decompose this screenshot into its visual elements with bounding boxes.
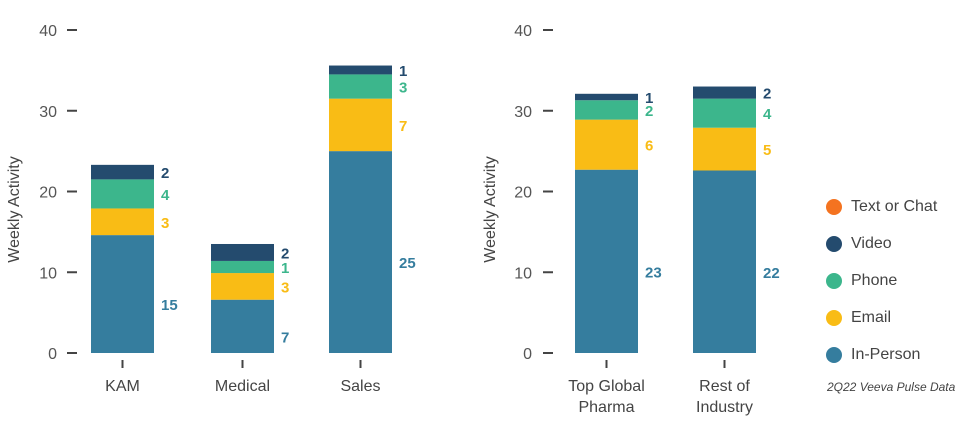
data-label-in-person: 25: [399, 255, 416, 272]
legend-item-email: Email: [826, 299, 937, 336]
legend: Text or Chat Video Phone Email In-Person: [826, 188, 937, 373]
x-tick-label: Pharma: [578, 399, 634, 416]
data-label-email: 3: [281, 279, 289, 296]
data-label-video: 2: [763, 86, 771, 103]
bar-segment-video: [575, 93, 638, 101]
legend-label: Video: [851, 234, 892, 252]
legend-label: Phone: [851, 271, 898, 289]
bar-segment-in-person: [91, 235, 154, 353]
x-tick-label: Top Global: [568, 378, 645, 395]
bar-segment-in-person: [693, 170, 756, 353]
y-axis-label: Weekly Activity: [482, 156, 499, 262]
bar-segment-video: [91, 164, 154, 180]
bar-segment-email: [211, 273, 274, 300]
bar-segment-email: [329, 98, 392, 152]
bar-segment-video: [693, 86, 756, 99]
data-label-email: 3: [161, 215, 169, 232]
bar-segment-phone: [329, 74, 392, 99]
y-tick-label: 30: [39, 104, 57, 121]
bar-segment-video: [329, 65, 392, 75]
y-tick-label: 30: [514, 104, 532, 121]
bar-segment-phone: [693, 98, 756, 128]
data-label-phone: 1: [281, 260, 289, 277]
data-label-video: 2: [281, 245, 289, 262]
y-tick-label: 0: [48, 346, 57, 363]
x-tick-label: KAM: [105, 378, 140, 395]
bar-segment-email: [91, 208, 154, 236]
y-tick-label: 40: [514, 23, 532, 40]
data-label-in-person: 23: [645, 264, 662, 281]
bar-segment-phone: [575, 100, 638, 120]
bar-segment-video: [211, 243, 274, 261]
y-tick-label: 0: [523, 346, 532, 363]
legend-label: Email: [851, 308, 892, 326]
legend-swatch-video: [826, 235, 842, 252]
legend-item-text-or-chat: Text or Chat: [826, 188, 937, 225]
legend-label: Text or Chat: [851, 197, 938, 215]
legend-item-in-person: In-Person: [826, 336, 937, 373]
legend-item-phone: Phone: [826, 262, 937, 299]
bar-segment-phone: [211, 260, 274, 274]
y-tick-label: 20: [39, 185, 57, 202]
data-label-email: 6: [645, 138, 653, 155]
bar-segment-in-person: [211, 299, 274, 353]
bar-segment-email: [575, 119, 638, 170]
x-tick-label: Sales: [340, 378, 380, 395]
data-label-phone: 2: [645, 103, 653, 120]
legend-swatch-email: [826, 309, 842, 326]
data-label-phone: 4: [161, 187, 170, 204]
data-label-email: 7: [399, 118, 407, 135]
data-label-in-person: 7: [281, 329, 289, 346]
y-axis-label: Weekly Activity: [6, 156, 23, 262]
bar-segment-in-person: [575, 169, 638, 353]
legend-swatch-text-or-chat: [826, 198, 842, 215]
data-label-video: 2: [161, 165, 169, 182]
x-tick-label: Medical: [215, 378, 270, 395]
data-label-in-person: 15: [161, 297, 178, 314]
data-label-video: 1: [399, 63, 407, 80]
legend-swatch-in-person: [826, 346, 842, 363]
legend-swatch-phone: [826, 272, 842, 289]
data-label-phone: 3: [399, 80, 407, 97]
legend-label: In-Person: [851, 345, 921, 363]
y-tick-label: 40: [39, 23, 57, 40]
x-tick-label: Rest of: [699, 378, 750, 395]
x-tick-label: Industry: [696, 399, 753, 416]
data-label-phone: 4: [763, 106, 772, 123]
bar-segment-email: [693, 127, 756, 171]
y-tick-label: 10: [514, 265, 532, 282]
y-tick-label: 20: [514, 185, 532, 202]
legend-item-video: Video: [826, 225, 937, 262]
data-label-email: 5: [763, 142, 771, 159]
bar-segment-phone: [91, 179, 154, 209]
source-note: 2Q22 Veeva Pulse Data: [827, 380, 956, 394]
data-label-video: 1: [645, 90, 653, 107]
y-tick-label: 10: [39, 265, 57, 282]
data-label-in-person: 22: [763, 265, 780, 282]
bar-segment-in-person: [329, 151, 392, 353]
